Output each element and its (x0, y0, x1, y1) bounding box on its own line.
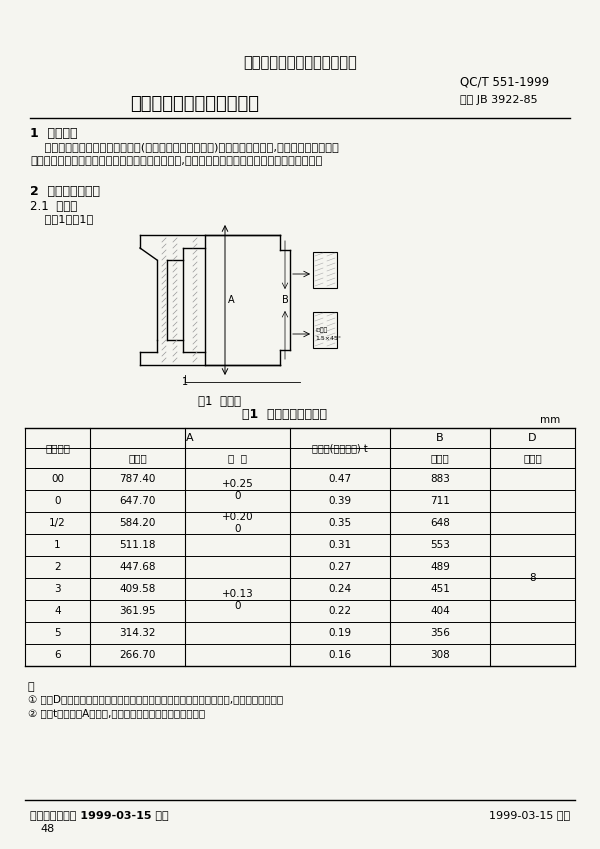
Text: 1.5×45°: 1.5×45° (315, 336, 341, 341)
Text: D最小: D最小 (315, 328, 328, 333)
Text: 表1  飞轮壳尺寸及公差: 表1 飞轮壳尺寸及公差 (242, 408, 328, 421)
Text: 648: 648 (430, 518, 450, 528)
Text: 0.31: 0.31 (328, 540, 352, 550)
Text: 见图1和表1。: 见图1和表1。 (30, 214, 94, 224)
Text: 公  差: 公 差 (228, 453, 247, 463)
Text: 0.47: 0.47 (328, 474, 352, 484)
Text: 0: 0 (54, 496, 61, 506)
Bar (313, 252, 337, 288)
Text: 883: 883 (430, 474, 450, 484)
Text: 代替 JB 3922-85: 代替 JB 3922-85 (460, 95, 538, 105)
Text: 本标准规定了汽车发动机飞轮壳(与离合器壳分开式结构)的安装尺寸和公差,适用于载货汽车及客
车发动机的飞轮壳，不适用于轿车发动机的飞轮壳,越野车、特种货车及特种客: 本标准规定了汽车发动机飞轮壳(与离合器壳分开式结构)的安装尺寸和公差,适用于载货… (30, 142, 339, 166)
Text: 314.32: 314.32 (119, 628, 156, 638)
Text: 266.70: 266.70 (119, 650, 155, 660)
Text: 国家机械工业局 1999-03-15 批准: 国家机械工业局 1999-03-15 批准 (30, 810, 169, 820)
Text: 尺寸代号: 尺寸代号 (45, 443, 70, 453)
Text: 0.22: 0.22 (328, 606, 352, 616)
Text: 0.35: 0.35 (328, 518, 352, 528)
Text: 404: 404 (430, 606, 450, 616)
Text: 1: 1 (182, 377, 188, 387)
Text: 图1  飞轮壳: 图1 飞轮壳 (199, 395, 241, 408)
Text: 489: 489 (430, 562, 450, 572)
Text: 451: 451 (430, 584, 450, 594)
Text: 511.18: 511.18 (119, 540, 156, 550)
Text: 647.70: 647.70 (119, 496, 155, 506)
Text: 名义值: 名义值 (128, 453, 147, 463)
Text: B: B (281, 295, 289, 305)
Text: B: B (436, 433, 444, 443)
Text: 1/2: 1/2 (49, 518, 66, 528)
Text: 2  名义尺寸和公差: 2 名义尺寸和公差 (30, 185, 100, 198)
Text: 6: 6 (54, 650, 61, 660)
Text: mm: mm (540, 415, 560, 425)
Bar (313, 312, 337, 348)
Text: 1999-03-15 实施: 1999-03-15 实施 (489, 810, 570, 820)
Text: 409.58: 409.58 (119, 584, 155, 594)
Text: 汽车发动机飞轮壳安装尺寸: 汽车发动机飞轮壳安装尺寸 (130, 95, 259, 113)
Text: ① 尺寸D是指不带橡胶密封件的飞轮壳的尺寸，如果需要橡胶密封封件,该尺寸可以增加。: ① 尺寸D是指不带橡胶密封件的飞轮壳的尺寸，如果需要橡胶密封封件,该尺寸可以增加… (28, 694, 283, 704)
Text: 711: 711 (430, 496, 450, 506)
Text: 1: 1 (54, 540, 61, 550)
Text: ② 公差t应按附录A的说明,在安装在底座上的发动机上测得。: ② 公差t应按附录A的说明,在安装在底座上的发动机上测得。 (28, 708, 205, 718)
Text: 361.95: 361.95 (119, 606, 156, 616)
Text: 圆跳动(组装飞轮) t: 圆跳动(组装飞轮) t (312, 443, 368, 453)
Text: 48: 48 (40, 824, 54, 834)
Text: 00: 00 (51, 474, 64, 484)
Text: 名义值: 名义值 (431, 453, 449, 463)
Text: 447.68: 447.68 (119, 562, 156, 572)
Text: A: A (186, 433, 194, 443)
Text: +0.25
0: +0.25 0 (221, 479, 253, 501)
Text: 2: 2 (54, 562, 61, 572)
Text: 8: 8 (529, 573, 536, 583)
Text: 中华人民共和国汽车行业标准: 中华人民共和国汽车行业标准 (243, 55, 357, 70)
Text: 2.1  飞轮壳: 2.1 飞轮壳 (30, 200, 77, 213)
Text: 0.27: 0.27 (328, 562, 352, 572)
Text: 0.24: 0.24 (328, 584, 352, 594)
Text: 注: 注 (28, 682, 35, 692)
Text: 584.20: 584.20 (119, 518, 155, 528)
Text: 0.19: 0.19 (328, 628, 352, 638)
Text: 553: 553 (430, 540, 450, 550)
Text: 308: 308 (430, 650, 450, 660)
Text: D: D (528, 433, 537, 443)
Text: A: A (228, 295, 235, 305)
Text: 356: 356 (430, 628, 450, 638)
Text: 0.39: 0.39 (328, 496, 352, 506)
Text: 4: 4 (54, 606, 61, 616)
Text: 3: 3 (54, 584, 61, 594)
Text: QC/T 551-1999: QC/T 551-1999 (460, 75, 549, 88)
Text: 最小值: 最小值 (523, 453, 542, 463)
Text: 0.16: 0.16 (328, 650, 352, 660)
Text: +0.13
0: +0.13 0 (221, 589, 253, 611)
Text: 5: 5 (54, 628, 61, 638)
Text: 1  适用范围: 1 适用范围 (30, 127, 77, 140)
Text: 787.40: 787.40 (119, 474, 155, 484)
Text: +0.20
0: +0.20 0 (221, 512, 253, 534)
